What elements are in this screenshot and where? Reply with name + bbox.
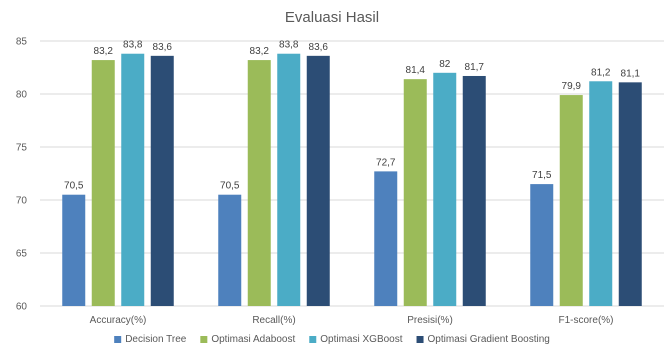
bar	[462, 75, 486, 306]
y-tick-label: 60	[16, 302, 28, 313]
legend-swatch	[309, 336, 317, 343]
bar	[618, 82, 642, 306]
x-category-label: Accuracy(%)	[90, 315, 147, 326]
legend-item: Optimasi XGBoost	[309, 334, 403, 345]
bar	[277, 53, 301, 306]
y-tick-label: 80	[16, 90, 28, 101]
legend-label: Decision Tree	[125, 334, 187, 345]
x-category-label: F1-score(%)	[558, 315, 613, 326]
legend-item: Decision Tree	[114, 334, 187, 345]
data-label: 83,8	[123, 40, 143, 51]
bar	[306, 55, 330, 307]
bar	[218, 194, 242, 306]
legend-item: Optimasi Gradient Boosting	[416, 334, 550, 345]
y-tick-label: 75	[16, 143, 28, 154]
legend-label: Optimasi Adaboost	[211, 334, 295, 345]
data-label: 70,5	[220, 181, 240, 192]
data-label: 83,6	[153, 42, 173, 53]
y-axis-ticks: 60 65 70 75 80 85	[16, 37, 28, 313]
data-label: 81,7	[465, 62, 485, 73]
bar	[247, 60, 271, 306]
legend-label: Optimasi Gradient Boosting	[428, 334, 550, 345]
legend-swatch	[416, 336, 424, 343]
data-label: 83,6	[309, 42, 329, 53]
data-label: 81,2	[591, 67, 611, 78]
bar	[589, 81, 613, 306]
data-label: 82	[439, 59, 451, 70]
data-labels: 70,5 83,2 83,8 83,6 70,5 83,2 83,8 83,6 72,7 81,4…	[64, 40, 640, 192]
data-label: 81,4	[406, 65, 426, 76]
bar	[530, 184, 554, 306]
legend-swatch	[200, 336, 208, 343]
data-label: 81,1	[621, 68, 641, 79]
y-tick-label: 85	[16, 37, 28, 48]
data-label: 72,7	[376, 157, 396, 168]
chart-title: Evaluasi Hasil	[285, 9, 379, 26]
legend: Decision Tree Optimasi Adaboost Optimasi X…	[114, 334, 550, 345]
bars	[62, 53, 642, 307]
bar	[62, 194, 86, 306]
data-label: 71,5	[532, 170, 552, 181]
data-label: 83,2	[94, 46, 114, 57]
y-tick-label: 70	[16, 196, 28, 207]
x-category-label: Recall(%)	[252, 315, 295, 326]
bar	[121, 53, 145, 306]
x-axis-categories: Accuracy(%) Recall(%) Presisi(%) F1-score(%…	[90, 315, 614, 326]
data-label: 83,8	[279, 40, 299, 51]
data-label: 79,9	[562, 81, 582, 92]
bar	[150, 55, 174, 307]
data-label: 70,5	[64, 181, 84, 192]
data-label: 83,2	[250, 46, 270, 57]
y-tick-label: 65	[16, 249, 28, 260]
bar	[91, 60, 115, 306]
bar	[433, 72, 457, 306]
legend-item: Optimasi Adaboost	[200, 334, 295, 345]
x-category-label: Presisi(%)	[407, 315, 453, 326]
bar	[559, 95, 583, 306]
bar	[374, 171, 398, 306]
legend-label: Optimasi XGBoost	[320, 334, 402, 345]
legend-swatch	[114, 336, 122, 343]
bar	[403, 79, 427, 306]
